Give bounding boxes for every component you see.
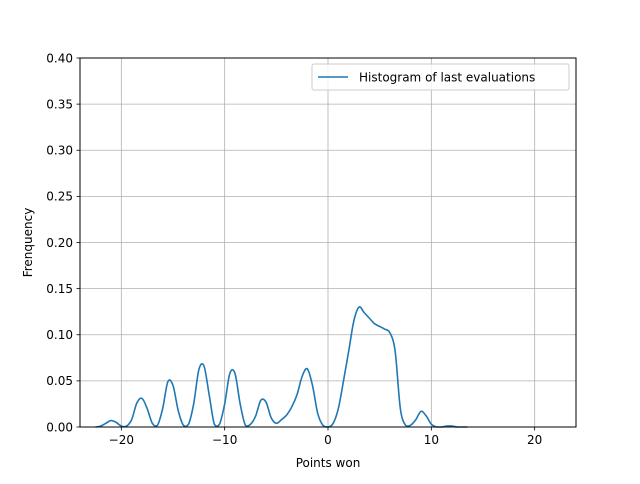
- y-tick-label: 0.35: [46, 97, 73, 111]
- y-tick-label: 0.10: [46, 328, 73, 342]
- y-axis-label: Frenquency: [21, 208, 35, 278]
- axis-ticks: −20 −10 0 10 20 0.00 0.05 0.10 0.15 0.20 0.25 0.30 0…: [46, 51, 542, 447]
- x-axis-label: Points won: [296, 456, 361, 470]
- y-tick-label: 0.05: [46, 374, 73, 388]
- y-tick-label: 0.25: [46, 190, 73, 204]
- legend-box: [311, 63, 570, 91]
- y-tick-label: 0.00: [46, 420, 73, 434]
- x-tick-label: −20: [109, 433, 134, 447]
- x-tick-label: 0: [324, 433, 332, 447]
- x-tick-label: 20: [527, 433, 542, 447]
- series-line-0: [95, 306, 468, 428]
- y-tick-label: 0.20: [46, 236, 73, 250]
- x-tick-label: 10: [424, 433, 439, 447]
- y-tick-label: 0.30: [46, 144, 73, 158]
- legend: Histogram of last evaluations: [311, 63, 570, 91]
- y-tick-label: 0.15: [46, 282, 73, 296]
- y-tick-label: 0.40: [46, 51, 73, 65]
- series-layer: [95, 306, 468, 428]
- legend-label: Histogram of last evaluations: [359, 71, 535, 85]
- x-tick-label: −10: [212, 433, 237, 447]
